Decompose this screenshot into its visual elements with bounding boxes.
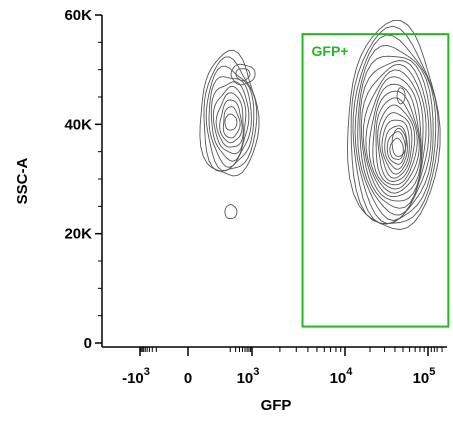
y-tick-label: 20K: [64, 226, 92, 243]
contour-line: [360, 63, 427, 209]
contour-line: [199, 49, 260, 177]
x-tick-base: 10: [330, 370, 347, 387]
contour-line: [362, 69, 424, 202]
x-tick-exponent: 3: [253, 366, 259, 378]
contour-line: [224, 113, 238, 131]
x-tick-base: 10: [237, 370, 254, 387]
x-tick-exponent: 5: [429, 366, 435, 378]
y-tick-label: 60K: [64, 7, 92, 24]
y-axis-title: SSC-A: [14, 157, 31, 204]
x-tick-label: 104: [330, 366, 354, 387]
x-tick-label: 103: [237, 366, 260, 387]
contour-line: [377, 104, 416, 182]
contour-line: [205, 65, 255, 172]
x-tick-exponent: 3: [144, 366, 150, 378]
x-tick-base: -10: [122, 370, 144, 387]
x-tick-base: 0: [184, 370, 192, 387]
contour-line: [224, 204, 238, 220]
x-tick-label: 0: [184, 370, 192, 387]
contour-lines: [199, 20, 441, 230]
x-tick-base: 10: [413, 370, 430, 387]
x-axis-title: GFP: [261, 397, 292, 414]
gates: GFP+: [301, 33, 450, 328]
contour-line: [375, 97, 418, 186]
contour-line: [372, 90, 420, 190]
contour-line: [368, 83, 422, 194]
x-tick-label: -103: [122, 366, 150, 387]
contour-line: [359, 60, 430, 216]
contour-line: [354, 44, 434, 225]
contour-line: [203, 56, 258, 172]
plot-frame: [101, 15, 447, 348]
x-ticks: -103 0 103 104 105: [122, 347, 443, 387]
contour-line: [347, 20, 441, 230]
contour-line: [212, 85, 247, 155]
x-tick-exponent: 4: [346, 366, 353, 378]
contour-line: [350, 25, 439, 225]
x-tick-label: 105: [413, 366, 436, 387]
contour-line: [219, 99, 243, 144]
contour-line: [391, 127, 407, 157]
gate-label: GFP+: [312, 43, 349, 59]
contour-line: [386, 131, 406, 165]
y-ticks: 0 20K 40K 60K: [64, 7, 102, 352]
contour-line: [235, 68, 251, 82]
contour-line: [379, 112, 413, 179]
contour-line: [396, 87, 406, 105]
contour-line: [215, 92, 244, 148]
y-tick-label: 40K: [64, 116, 92, 133]
gate-rectangle: [301, 33, 450, 328]
contour-line: [230, 63, 256, 86]
y-tick-label: 0: [84, 335, 92, 352]
contour-line: [381, 119, 410, 175]
contour-line: [222, 106, 241, 139]
contour-line: [384, 125, 408, 170]
contour-line: [365, 76, 422, 198]
contour-line: [389, 137, 404, 160]
contour-line: [352, 34, 437, 225]
